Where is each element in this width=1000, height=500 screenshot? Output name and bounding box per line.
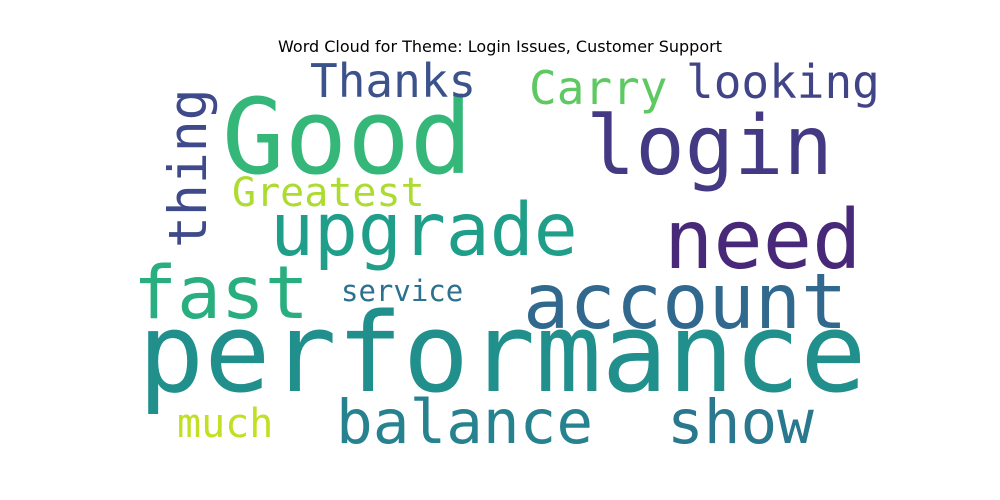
word-thanks: Thanks [310,54,476,108]
word-account: account [523,258,848,347]
word-service: service [341,274,463,308]
word-fast: fast [133,251,309,336]
word-greatest: Greatest [232,170,425,216]
word-performance: performance [138,289,866,417]
word-much: much [177,401,273,447]
word-good: Good [222,76,472,198]
word-carry: Carry [529,61,667,115]
word-balance: balance [336,387,593,458]
word-upgrade: upgrade [270,188,578,273]
word-thing: thing [158,88,219,248]
word-looking: looking [686,55,880,109]
word-need: need [664,193,861,288]
word-show: show [667,387,814,458]
word-login: login [586,99,833,194]
chart-title: Word Cloud for Theme: Login Issues, Cust… [278,37,722,56]
